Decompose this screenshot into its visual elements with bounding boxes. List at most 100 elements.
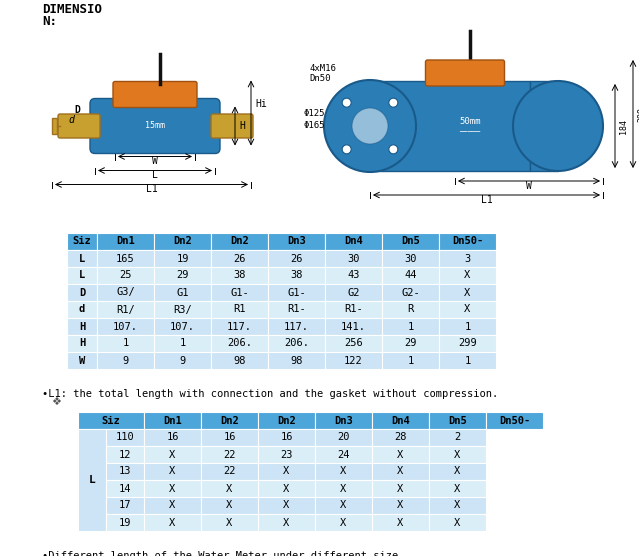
Text: L: L: [152, 171, 158, 181]
Bar: [211, 335, 268, 352]
Text: L1: L1: [481, 195, 493, 205]
Text: W: W: [526, 181, 532, 191]
Bar: [258, 480, 315, 497]
Text: 30: 30: [404, 254, 417, 264]
Bar: [268, 318, 325, 335]
FancyBboxPatch shape: [90, 98, 220, 153]
Text: •L1: the total length with connection and the gasket without compression.: •L1: the total length with connection an…: [42, 389, 498, 399]
Bar: [78, 412, 144, 429]
Text: L: L: [89, 475, 95, 485]
Bar: [201, 497, 258, 514]
Text: 22: 22: [223, 449, 236, 459]
Circle shape: [342, 98, 351, 107]
Text: 29: 29: [404, 339, 417, 349]
Text: Dn50-: Dn50-: [499, 415, 530, 425]
Bar: [154, 318, 211, 335]
Text: Dn2: Dn2: [230, 236, 249, 246]
Bar: [154, 233, 211, 250]
Bar: [382, 267, 439, 284]
Bar: [315, 429, 372, 446]
Bar: [382, 284, 439, 301]
Bar: [315, 463, 372, 480]
Text: G3/: G3/: [116, 287, 135, 297]
Text: X: X: [397, 518, 404, 528]
Bar: [67, 318, 97, 335]
Bar: [439, 233, 496, 250]
Text: X: X: [341, 484, 346, 494]
Bar: [439, 267, 496, 284]
FancyBboxPatch shape: [52, 118, 57, 134]
Text: X: X: [454, 518, 461, 528]
Text: X: X: [341, 466, 346, 476]
Text: 3: 3: [465, 254, 471, 264]
Text: Dn1: Dn1: [116, 236, 135, 246]
Text: X: X: [397, 449, 404, 459]
Bar: [382, 250, 439, 267]
Bar: [486, 412, 543, 429]
Bar: [97, 301, 154, 318]
Text: 12: 12: [119, 449, 131, 459]
Text: Dn5: Dn5: [448, 415, 467, 425]
Text: 19: 19: [119, 518, 131, 528]
Bar: [429, 463, 486, 480]
FancyBboxPatch shape: [426, 60, 505, 86]
Circle shape: [342, 145, 351, 154]
Bar: [268, 267, 325, 284]
Text: 44: 44: [404, 271, 417, 280]
Bar: [258, 429, 315, 446]
Text: X: X: [226, 518, 233, 528]
Bar: [325, 267, 382, 284]
Bar: [258, 497, 315, 514]
Bar: [106, 446, 144, 463]
Text: 1: 1: [123, 339, 128, 349]
Text: 98: 98: [233, 355, 246, 365]
Circle shape: [389, 98, 398, 107]
Text: 9: 9: [123, 355, 128, 365]
Bar: [382, 318, 439, 335]
Bar: [268, 335, 325, 352]
Bar: [325, 335, 382, 352]
Bar: [372, 412, 429, 429]
Text: X: X: [283, 466, 289, 476]
FancyBboxPatch shape: [211, 114, 253, 138]
Bar: [144, 463, 201, 480]
Bar: [78, 429, 106, 531]
Text: X: X: [169, 466, 176, 476]
Bar: [211, 318, 268, 335]
Text: 1: 1: [465, 355, 471, 365]
Bar: [97, 284, 154, 301]
Text: R1-: R1-: [344, 305, 363, 315]
Bar: [258, 463, 315, 480]
Text: 165: 165: [116, 254, 135, 264]
Text: L: L: [79, 254, 85, 264]
Text: G2: G2: [347, 287, 360, 297]
Text: Φ165: Φ165: [304, 121, 325, 130]
Text: X: X: [226, 484, 233, 494]
Text: X: X: [465, 287, 471, 297]
Text: D: D: [74, 105, 80, 115]
Text: H: H: [79, 321, 85, 331]
Bar: [429, 497, 486, 514]
Text: 299: 299: [637, 107, 639, 122]
Bar: [211, 233, 268, 250]
Text: G1-: G1-: [230, 287, 249, 297]
Text: Siz: Siz: [73, 236, 91, 246]
Text: Dn50-: Dn50-: [452, 236, 483, 246]
Text: H: H: [79, 339, 85, 349]
Text: Φ125: Φ125: [304, 109, 325, 118]
Text: L1: L1: [146, 185, 157, 195]
Bar: [325, 301, 382, 318]
Text: Dn1: Dn1: [163, 415, 182, 425]
Text: Dn2: Dn2: [220, 415, 239, 425]
Bar: [211, 267, 268, 284]
Text: Hi: Hi: [255, 99, 266, 109]
Text: 23: 23: [281, 449, 293, 459]
Text: Dn4: Dn4: [344, 236, 363, 246]
Bar: [268, 301, 325, 318]
FancyBboxPatch shape: [58, 114, 100, 138]
Text: 206.: 206.: [284, 339, 309, 349]
Bar: [106, 480, 144, 497]
Bar: [268, 233, 325, 250]
Text: X: X: [169, 449, 176, 459]
Text: 256: 256: [344, 339, 363, 349]
